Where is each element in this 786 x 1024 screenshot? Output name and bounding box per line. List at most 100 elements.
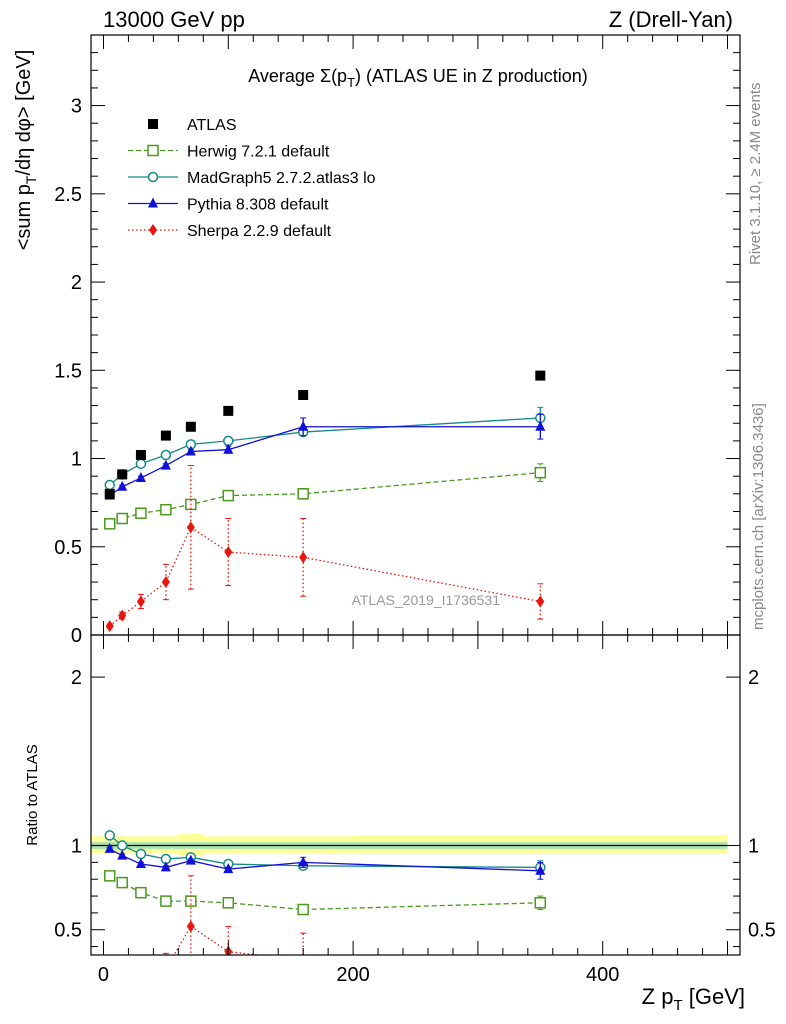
main-data-point [185,445,196,456]
ratio-series-line [109,875,541,911]
ratio-data-point [298,856,309,867]
ratio-data-point [160,895,172,907]
main-data-point [136,595,145,608]
main-series-line [109,426,541,497]
legend-marker [149,224,157,236]
ratio-data-point [535,864,546,875]
main-data-point [535,420,546,431]
main-series-sherpa-2-2-9-default [105,465,545,633]
ratio-data-point [104,830,115,841]
ratio-panel-series [103,830,547,1000]
mcplots-label: mcplots.cern.ch [arXiv:1306.3436] [750,403,767,630]
main-data-point [534,466,547,479]
legend-item: Pythia 8.308 default [128,197,329,214]
ratio-data-point [103,870,116,882]
y-tick-label: 2 [71,272,82,294]
axis-ticks [91,34,740,955]
main-series-line [109,471,541,525]
ratio-data-point [118,988,126,1000]
legend-item: Herwig 7.2.1 default [128,144,330,161]
x-tick-label: 200 [336,964,369,986]
main-data-point [118,609,127,622]
main-data-point [103,518,116,530]
legend-label: Pythia 8.308 default [187,197,329,214]
main-data-point [104,488,115,499]
ratio-data-point [297,903,309,916]
ratio-data-point [223,863,234,874]
legend-marker [148,197,158,208]
ratio-data-point [534,897,547,909]
main-data-point [116,512,128,525]
ratio-y-tick-label-right: 2 [748,667,759,689]
ratio-panel-bands [91,833,728,856]
ratio-data-point [222,897,235,909]
main-data-point [186,521,195,534]
legend-label: Herwig 7.2.1 default [187,144,330,161]
main-data-point [160,459,171,470]
ratio-data-point [536,986,544,998]
main-data-point [104,479,115,491]
y-tick-label: 0 [71,625,82,647]
ratio-data-point [135,886,147,899]
ratio-series-herwig-7-2-1-default [103,870,547,916]
ratio-y-tick-label: 2 [71,667,82,689]
ratio-data-point [116,840,128,851]
y-tick-label: 1 [71,449,82,471]
main-series-pythia-8-308-default [104,413,546,500]
main-series-madgraph5-2-7-2-atlas3-lo [104,406,546,491]
main-data-point [299,551,308,564]
main-data-point [117,480,128,491]
x-axis-label: Z pT [GeV] [642,984,745,1014]
main-data-point [185,421,196,432]
ratio-data-point [116,876,128,889]
x-tick-label: 0 [98,964,109,986]
main-panel-series [103,370,547,633]
main-data-point [222,489,235,502]
rivet-version-label: Rivet 3.1.10, ≥ 2.4M events [747,83,764,266]
main-data-point [135,458,147,470]
ratio-data-point [162,962,170,974]
main-data-point [297,488,309,500]
main-data-point [298,420,309,431]
ratio-y-tick-label: 0.5 [54,920,82,942]
y-axis-label: <sum pT/dη dφ> [GeV] [13,50,39,251]
ratio-series-line [173,925,265,955]
ratio-data-point [117,849,128,860]
main-data-point [161,576,170,589]
ratio-data-point [160,861,171,872]
legend-label: Sherpa 2.2.9 default [187,223,332,240]
main-series-line [109,526,541,627]
y-tick-label: 3 [71,96,82,118]
main-data-point [135,507,147,519]
legend-item: MadGraph5 2.7.2.atlas3 lo [128,170,376,187]
main-data-point [160,449,172,461]
main-series-atlas [104,370,546,499]
ratio-data-point [185,854,196,865]
ratio-data-point [135,858,146,869]
main-data-point [105,620,114,633]
main-data-point [135,471,146,482]
header-process-label: Z (Drell-Yan) [609,7,733,32]
main-data-point [224,546,233,559]
legend: ATLAS Herwig 7.2.1 default MadGraph5 2.7.2… [128,117,376,240]
header-energy-label: 13000 GeV pp [103,7,245,32]
ratio-y-tick-label-right: 0.5 [748,920,776,942]
x-tick-label: 400 [586,964,619,986]
ratio-data-point [186,920,195,933]
legend-marker [147,144,159,157]
main-data-point [536,595,545,608]
main-series-line [109,417,541,486]
legend-label: ATLAS [187,117,237,134]
legend-item: Sherpa 2.2.9 default [128,223,332,240]
ratio-panel-frame [90,634,741,956]
ratio-data-point [137,976,145,988]
main-data-point [223,405,234,416]
main-data-point [160,430,171,441]
axis-tick-labels: 0 0.5 1 1.5 2 2.5 3 0.5 0.5 1 1 2 2 0 200 400 [54,96,776,986]
y-tick-label: 0.5 [54,537,82,559]
ratio-series-pythia-8-308-default [104,842,546,880]
main-data-point [298,390,309,400]
y-tick-label: 2.5 [54,184,82,206]
y-tick-label: 1.5 [54,360,82,382]
